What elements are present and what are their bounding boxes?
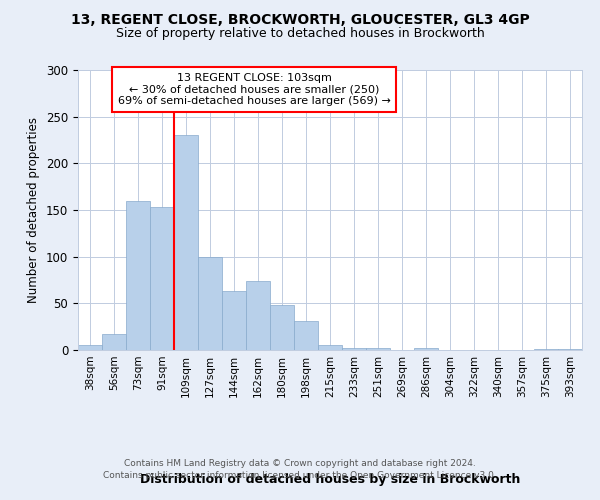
Bar xyxy=(78,346,102,350)
Bar xyxy=(294,321,318,350)
Bar xyxy=(534,349,558,350)
Text: 13, REGENT CLOSE, BROCKWORTH, GLOUCESTER, GL3 4GP: 13, REGENT CLOSE, BROCKWORTH, GLOUCESTER… xyxy=(71,12,529,26)
Bar xyxy=(126,200,150,350)
Bar xyxy=(558,349,582,350)
Bar xyxy=(102,334,126,350)
Text: 13 REGENT CLOSE: 103sqm
← 30% of detached houses are smaller (250)
69% of semi-d: 13 REGENT CLOSE: 103sqm ← 30% of detache… xyxy=(118,73,391,106)
Y-axis label: Number of detached properties: Number of detached properties xyxy=(28,117,40,303)
Bar xyxy=(198,256,222,350)
Bar xyxy=(174,136,198,350)
Bar xyxy=(270,305,294,350)
Bar xyxy=(414,348,438,350)
Bar xyxy=(222,291,246,350)
Bar xyxy=(318,346,342,350)
X-axis label: Distribution of detached houses by size in Brockworth: Distribution of detached houses by size … xyxy=(140,474,520,486)
Text: Contains HM Land Registry data © Crown copyright and database right 2024.
Contai: Contains HM Land Registry data © Crown c… xyxy=(103,458,497,480)
Bar xyxy=(150,207,174,350)
Bar xyxy=(246,281,270,350)
Text: Size of property relative to detached houses in Brockworth: Size of property relative to detached ho… xyxy=(116,28,484,40)
Bar xyxy=(366,348,390,350)
Bar xyxy=(342,348,366,350)
